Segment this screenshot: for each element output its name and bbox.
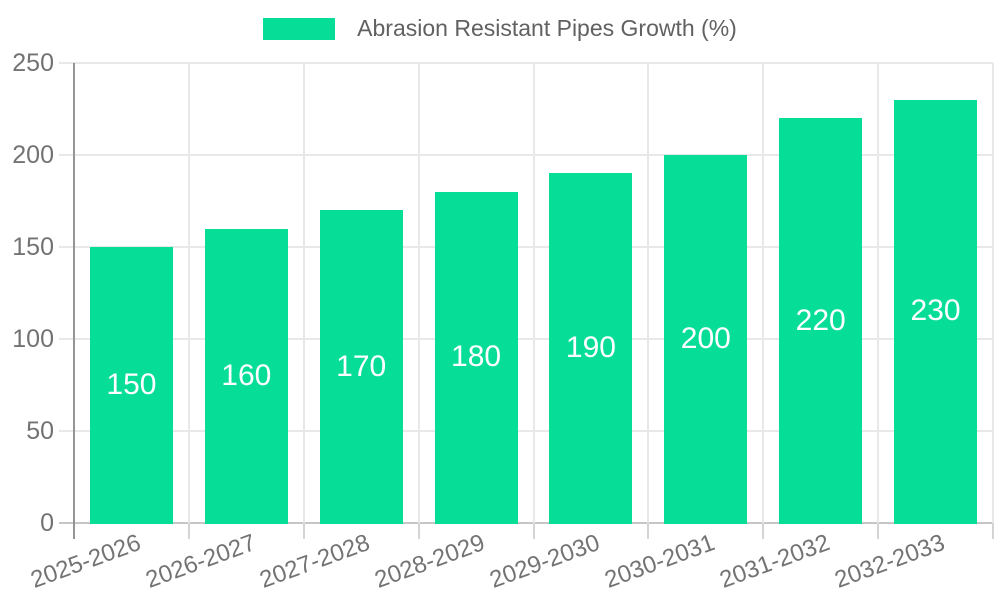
x-axis-tick-label: 2031-2032: [716, 529, 834, 594]
x-axis-tick-label: 2032-2033: [831, 529, 949, 594]
bar[interactable]: [779, 118, 863, 524]
bar[interactable]: [204, 228, 288, 524]
legend-label: Abrasion Resistant Pipes Growth (%): [357, 15, 737, 41]
x-axis-tick: [302, 523, 305, 539]
x-gridline: [417, 63, 420, 523]
x-axis-baseline: [59, 522, 993, 524]
x-axis-tick: [187, 523, 190, 539]
bar[interactable]: [549, 173, 633, 524]
y-axis-tick-label: 50: [26, 417, 54, 445]
bar-value-label: 170: [336, 349, 387, 383]
x-gridline: [647, 63, 650, 523]
bar-value-label: 200: [680, 322, 731, 355]
x-axis-tick-label: 2026-2027: [141, 529, 259, 594]
x-axis-tick-label: 2029-2030: [486, 529, 604, 594]
x-axis-tick: [532, 523, 535, 539]
bar-value-label: 180: [451, 340, 502, 374]
y-axis-line: [73, 63, 75, 539]
y-axis-tick-label: 0: [40, 509, 54, 537]
x-gridline: [302, 63, 305, 523]
y-axis-tick-label: 200: [12, 141, 54, 169]
x-gridline: [532, 63, 535, 523]
x-axis-tick: [647, 523, 650, 539]
x-axis-tick: [417, 523, 420, 539]
x-axis-tick-label: 2025-2026: [26, 529, 144, 594]
bar-value-label: 190: [565, 331, 616, 365]
x-gridline: [992, 63, 994, 523]
bar[interactable]: [434, 191, 518, 524]
x-gridline: [762, 63, 765, 523]
y-gridline: [59, 338, 993, 340]
y-axis-tick-label: 250: [12, 49, 54, 77]
x-axis-tick: [877, 523, 880, 539]
x-gridline: [187, 63, 190, 523]
y-gridline: [59, 246, 993, 248]
x-gridline: [877, 63, 880, 523]
bar[interactable]: [664, 155, 748, 524]
legend-swatch: [263, 17, 336, 40]
y-axis-tick-label: 150: [12, 233, 54, 261]
y-axis-tick-label: 100: [12, 325, 54, 353]
bar-value-label: 230: [910, 294, 961, 328]
bar[interactable]: [319, 210, 403, 524]
y-gridline: [59, 154, 993, 156]
bar-value-label: 150: [106, 368, 157, 401]
y-gridline: [59, 62, 993, 64]
bar[interactable]: [89, 247, 173, 524]
bar-value-label: 220: [795, 303, 846, 337]
legend[interactable]: Abrasion Resistant Pipes Growth (%): [0, 15, 1000, 42]
x-axis-tick-label: 2027-2028: [256, 529, 374, 594]
x-axis-tick: [992, 523, 994, 539]
y-gridline: [59, 430, 993, 432]
bar[interactable]: [894, 99, 978, 524]
x-axis-tick: [762, 523, 765, 539]
bar-value-label: 160: [221, 358, 272, 392]
x-axis-tick-label: 2030-2031: [601, 529, 719, 594]
x-axis-tick-label: 2028-2029: [371, 529, 489, 594]
